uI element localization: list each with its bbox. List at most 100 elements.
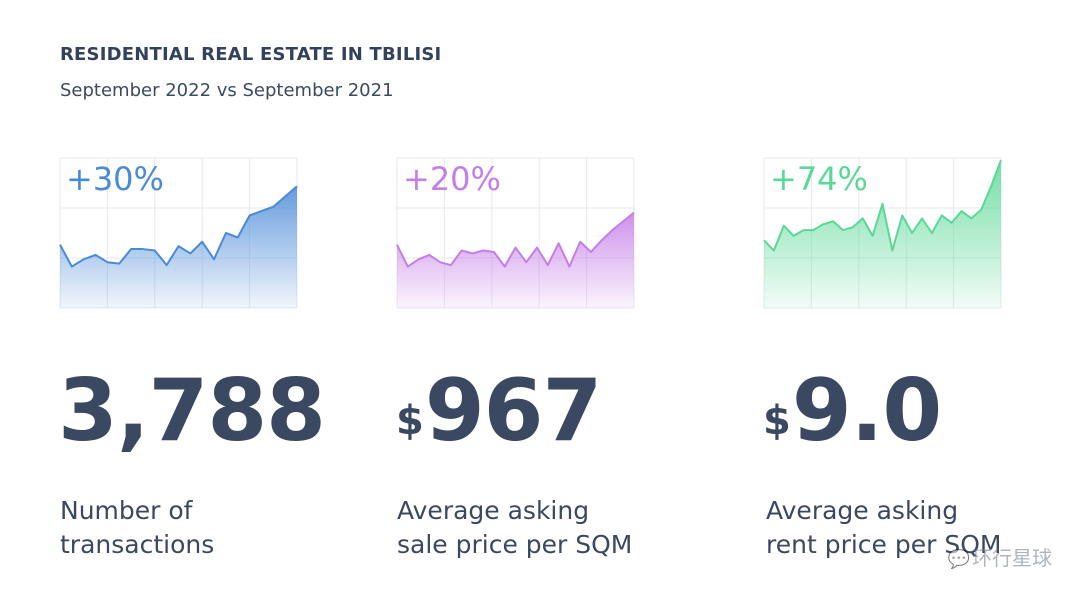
metric-value-rent-price: $9.0 [763,368,942,454]
data-point [261,211,262,212]
chart-panel-transactions: +30% [59,157,298,309]
metric-label-rent-price: Average asking rent price per SQM [766,494,1001,562]
page-subtitle: September 2022 vs September 2021 [60,80,394,101]
data-point [580,241,581,242]
data-point [1000,159,1001,160]
data-point [961,211,962,212]
data-point [842,229,843,230]
metric-value-text: 9.0 [791,361,942,461]
data-point [119,263,120,264]
metric-label-line: rent price per SQM [766,530,1002,559]
metric-label-line: transactions [60,530,215,559]
data-point [504,266,505,267]
data-point [941,215,942,216]
data-point [418,259,419,260]
series-line [59,185,298,268]
data-point [991,186,992,187]
data-point [190,253,191,254]
data-point [472,253,473,254]
data-point [773,250,774,251]
rent-price-sparkline-chart: +74% [763,157,1002,309]
data-point [823,224,824,225]
data-point [783,225,784,226]
data-point [407,266,408,267]
data-point [612,229,613,230]
series-area [397,212,634,308]
data-point [623,221,624,222]
data-point [213,259,214,260]
change-percent-label: +30% [66,160,164,198]
data-point [971,218,972,219]
data-point [166,265,167,266]
data-point [273,206,274,207]
chart-panel-sale-price: +20% [396,157,635,309]
data-point [285,196,286,197]
watermark: 💬 环行星球 [948,542,1052,571]
data-point [601,240,602,241]
data-point [107,262,108,263]
data-point [202,241,203,242]
data-point [793,235,794,236]
data-point [71,266,72,267]
data-point [931,232,932,233]
data-point [225,232,226,233]
metric-label-line: Average asking [397,496,590,525]
data-point [461,250,462,251]
data-point [131,248,132,249]
data-point [536,247,537,248]
data-point [921,218,922,219]
watermark-text: 环行星球 [972,546,1052,570]
data-point [59,244,60,245]
data-point [439,262,440,263]
data-point [951,222,952,223]
data-point [981,209,982,210]
series-line [396,211,635,268]
data-point [515,247,516,248]
data-point [450,265,451,266]
metric-value-text: 967 [424,361,603,461]
data-point [633,212,634,213]
data-point [569,266,570,267]
data-point [892,250,893,251]
data-point [526,262,527,263]
metric-label-transactions: Number of transactions [60,494,214,562]
data-point [178,246,179,247]
data-point [813,229,814,230]
data-point [882,203,883,204]
data-point [483,250,484,251]
data-point [547,265,548,266]
metric-value-text: 3,788 [58,361,326,461]
data-point [862,218,863,219]
data-point [83,259,84,260]
metric-label-line: Average asking [766,496,959,525]
data-point [429,254,430,255]
data-point [852,227,853,228]
data-point [249,215,250,216]
data-point [590,251,591,252]
transactions-sparkline-chart: +30% [59,157,298,309]
currency-symbol: $ [396,398,424,444]
series-area [764,160,1001,308]
data-point [763,240,764,241]
chart-panel-rent-price: +74% [763,157,1002,309]
chat-bubble-icon: 💬 [947,549,970,570]
data-point [833,221,834,222]
metric-label-line: Number of [60,496,193,525]
metric-value-sale-price: $967 [396,368,602,454]
metric-label-sale-price: Average asking sale price per SQM [397,494,632,562]
data-point [296,186,297,187]
change-percent-label: +20% [403,160,501,198]
data-point [558,243,559,244]
currency-symbol: $ [763,398,791,444]
change-percent-label: +74% [770,160,868,198]
page-title: RESIDENTIAL REAL ESTATE IN TBILISI [60,44,442,65]
data-point [396,244,397,245]
data-point [142,248,143,249]
data-point [154,250,155,251]
data-point [803,229,804,230]
sale-price-sparkline-chart: +20% [396,157,635,309]
data-point [872,235,873,236]
data-point [912,232,913,233]
metric-value-transactions: 3,788 [58,368,326,454]
data-point [237,237,238,238]
